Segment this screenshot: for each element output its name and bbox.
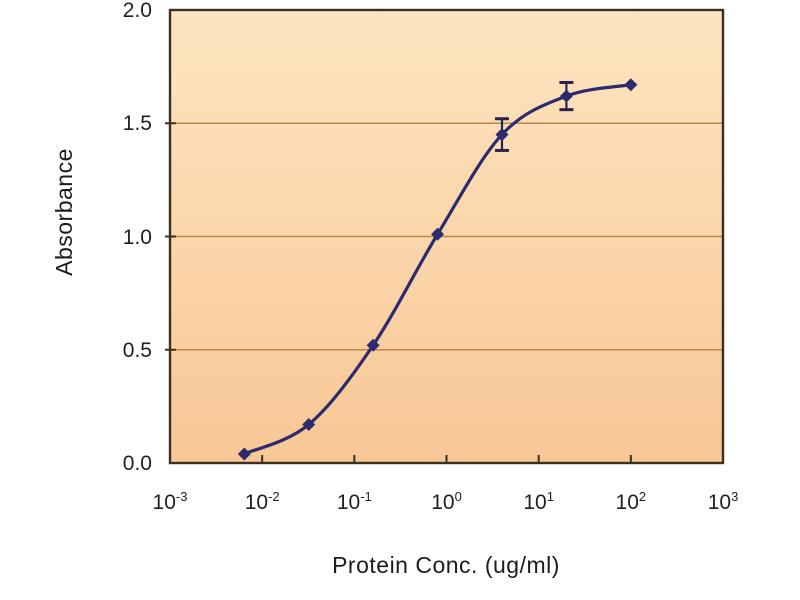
horizontal-gridlines — [170, 122, 723, 351]
data-point-4 — [495, 128, 509, 142]
x-tick-label-10e0: 100 — [431, 489, 462, 514]
y-tick-label-1.5: 1.5 — [122, 112, 152, 136]
y-tick-label-1.0: 1.0 — [122, 225, 152, 249]
plot-border — [168, 8, 725, 465]
y-axis-title: Absorbance — [51, 148, 77, 276]
data-point-20 — [559, 89, 573, 103]
data-point-0.0064 — [237, 447, 251, 461]
y-tick-label-2.0: 2.0 — [122, 0, 152, 22]
y-tick-label-0.5: 0.5 — [122, 338, 152, 362]
data-point-0.032 — [302, 417, 316, 431]
data-point-100 — [624, 78, 638, 92]
x-tick-label-10e-1: 10-1 — [336, 489, 372, 514]
data-point-0.8 — [431, 227, 445, 241]
x-tick-label-10e2: 102 — [615, 489, 647, 514]
data-point-0.16 — [366, 338, 380, 352]
y-tick-label-0.0: 0.0 — [122, 452, 152, 475]
data-point-markers — [237, 78, 638, 461]
x-tick-label-10e-2: 10-2 — [244, 489, 280, 514]
x-tick-label-10e-3: 10-3 — [152, 489, 188, 514]
x-tick-label-10e1: 101 — [523, 489, 554, 514]
x-tick-label-10e3: 103 — [707, 489, 739, 514]
x-axis-title: Protein Conc. (ug/ml) — [332, 552, 560, 578]
